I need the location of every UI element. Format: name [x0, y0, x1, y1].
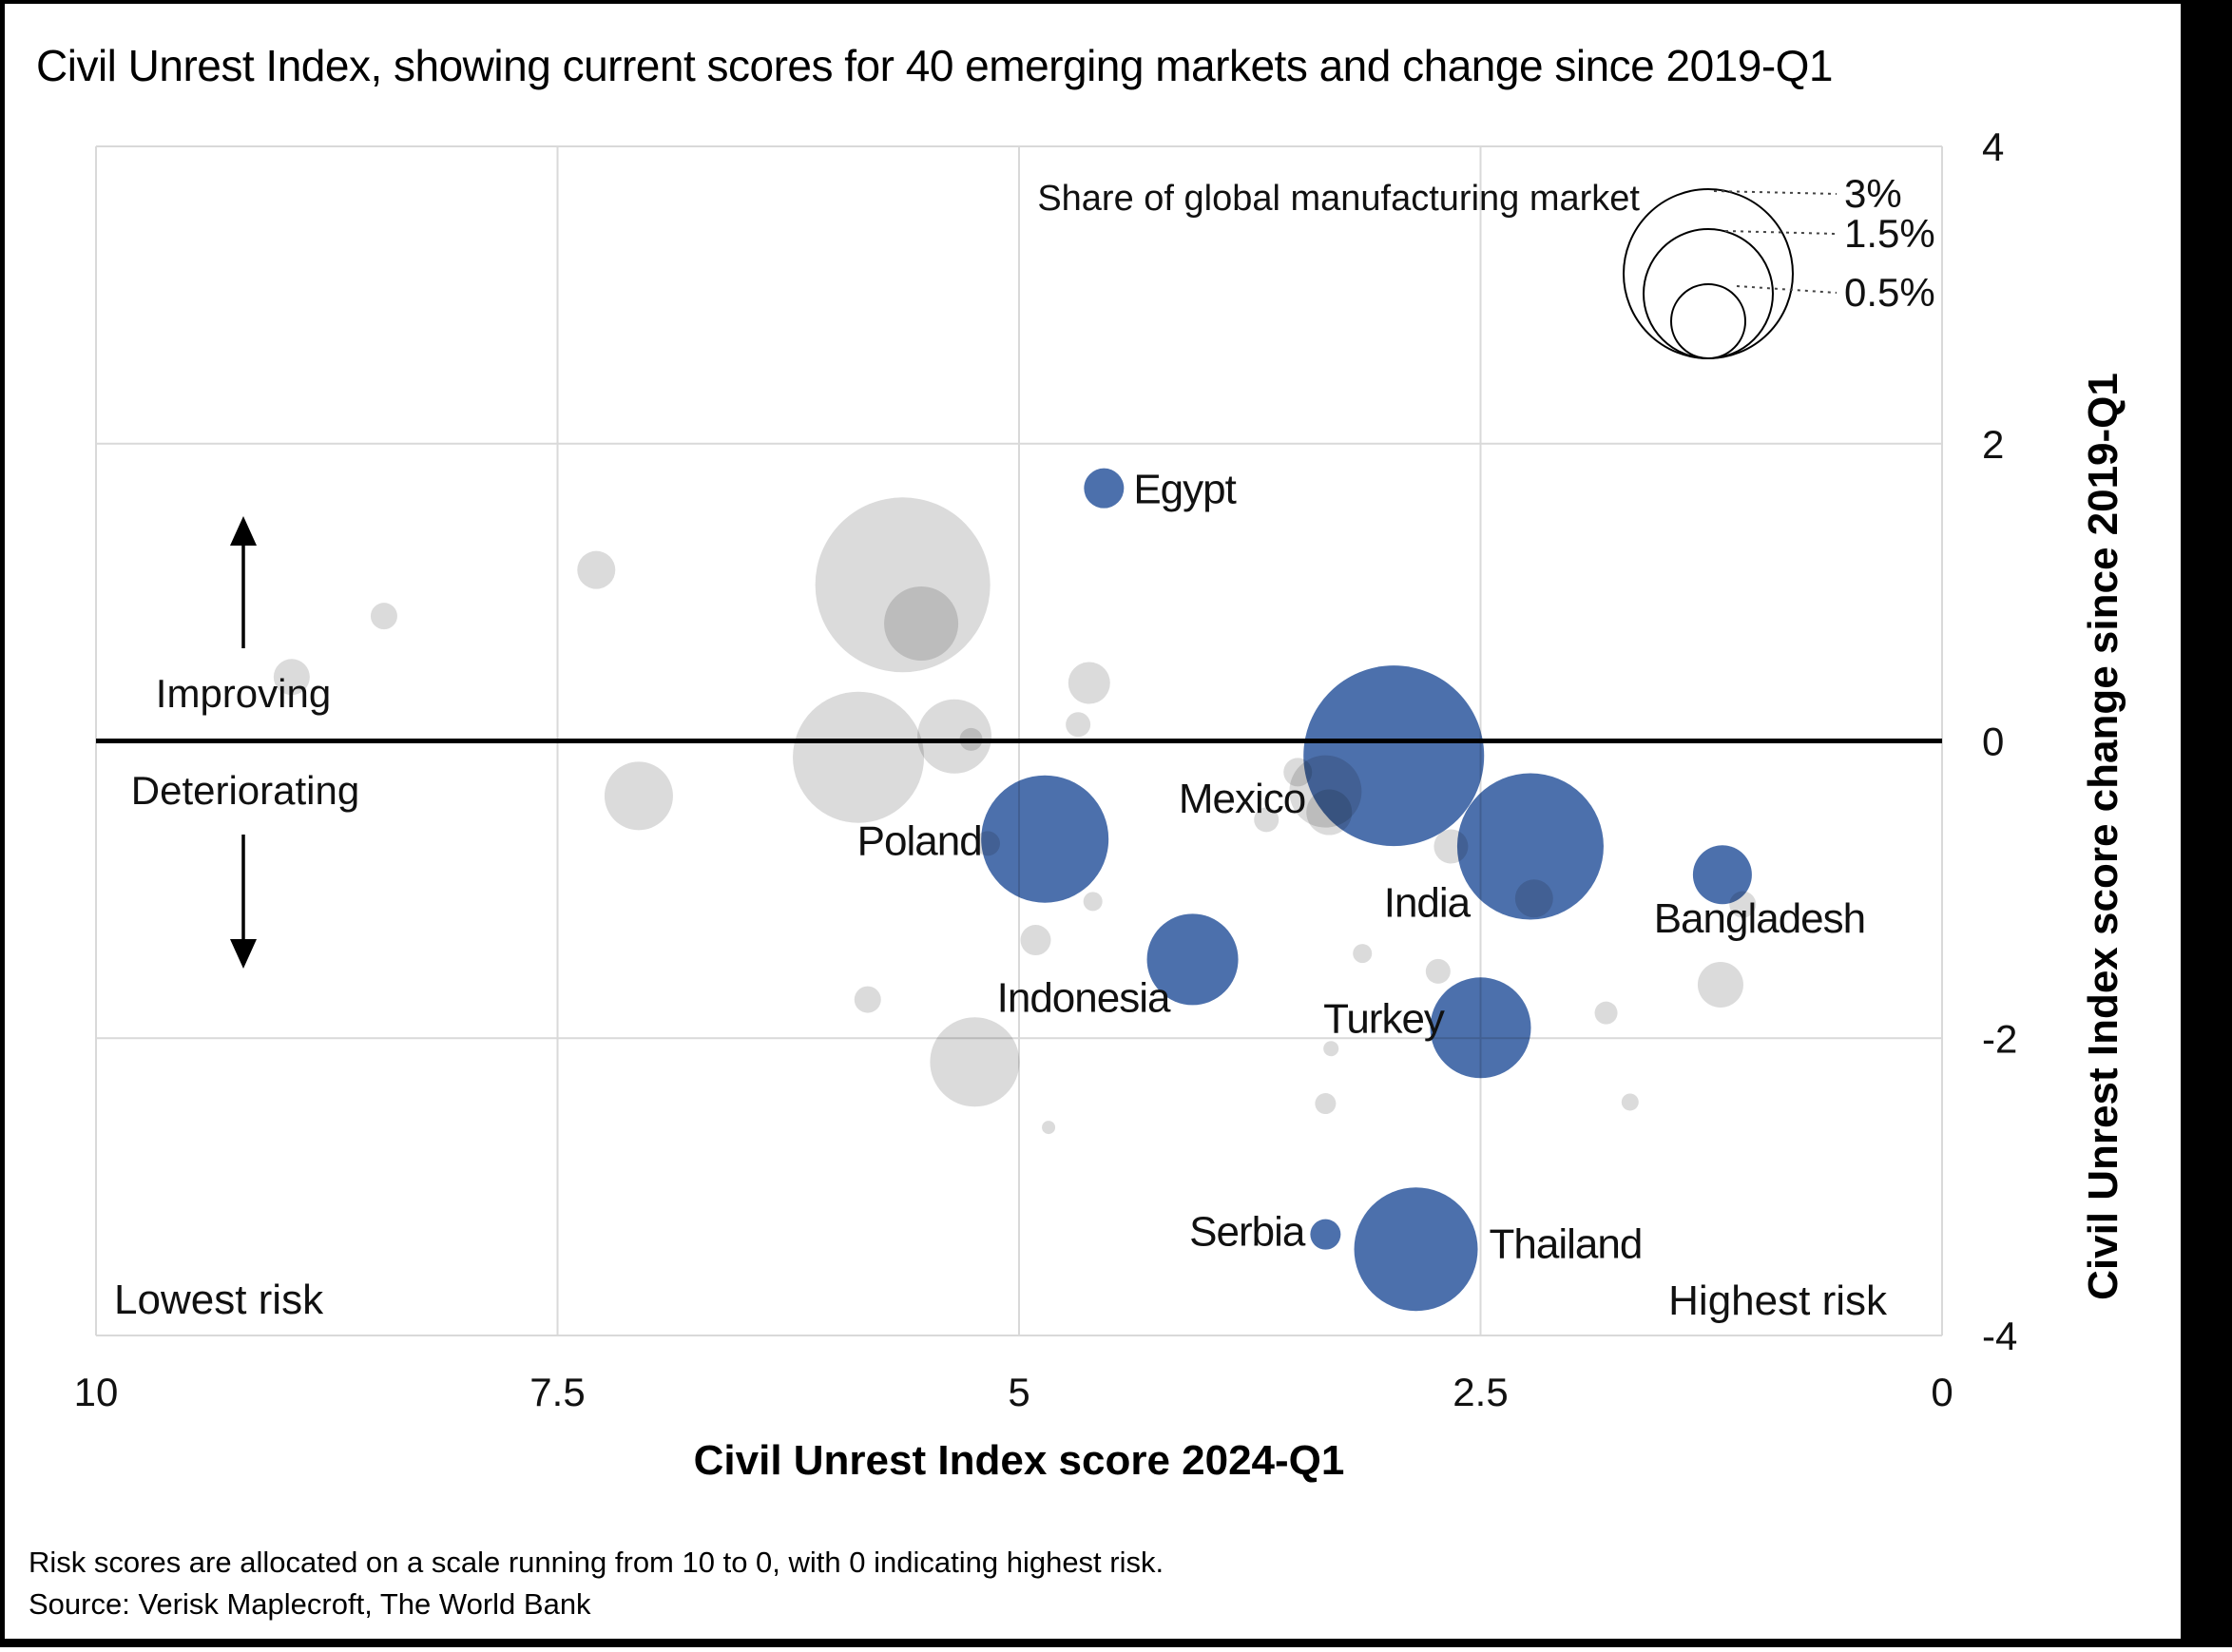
gray-bubble	[1323, 1041, 1339, 1057]
legend-leader-line	[1736, 285, 1838, 294]
country-label-indonesia: Indonesia	[997, 974, 1171, 1021]
bubble-serbia	[1310, 1219, 1341, 1250]
gray-bubble	[854, 986, 881, 1013]
series-highlighted-markets	[981, 468, 1752, 1312]
x-tick-label: 10	[74, 1370, 119, 1414]
gray-bubble	[1068, 662, 1110, 704]
gray-bubble	[1083, 892, 1103, 912]
y-tick-label: 2	[1982, 422, 2004, 467]
x-tick-label: 7.5	[529, 1370, 585, 1414]
legend-circle-0.5%	[1670, 283, 1746, 359]
gray-bubble	[884, 586, 959, 661]
country-label-turkey: Turkey	[1323, 995, 1445, 1042]
frame-left-bar	[0, 0, 5, 1647]
gray-bubble	[370, 603, 397, 630]
country-label-poland: Poland	[857, 818, 982, 865]
gray-bubble	[959, 727, 983, 751]
y-tick-label: -4	[1982, 1314, 2017, 1358]
gray-bubble	[917, 699, 992, 774]
x-tick-label: 0	[1931, 1370, 1953, 1414]
legend-leader-line	[1724, 230, 1838, 235]
gray-bubble	[1594, 1001, 1618, 1025]
country-label-egypt: Egypt	[1133, 467, 1236, 513]
gray-bubble	[1066, 712, 1091, 738]
gray-bubble	[1425, 958, 1451, 984]
gray-bubble	[1621, 1093, 1639, 1111]
gray-bubble	[1697, 961, 1743, 1008]
gray-bubble	[1315, 1093, 1337, 1115]
gray-bubble	[793, 691, 925, 823]
bubble-turkey	[1430, 977, 1531, 1079]
deteriorating-label: Deteriorating	[131, 768, 359, 813]
gray-bubble	[273, 659, 310, 696]
bubble-bangladesh	[1692, 845, 1752, 905]
gray-bubble	[1042, 1121, 1056, 1135]
y-tick-label: -2	[1982, 1016, 2017, 1061]
country-label-mexico: Mexico	[1179, 776, 1305, 822]
gray-bubble	[577, 550, 616, 589]
x-tick-label: 2.5	[1453, 1370, 1508, 1414]
frame-top-bar	[0, 0, 2232, 4]
improving-arrow-head	[230, 516, 257, 546]
page-title: Civil Unrest Index, showing current scor…	[36, 41, 1834, 90]
legend-size-label: 1.5%	[1844, 211, 1935, 256]
gray-bubble	[604, 761, 673, 831]
footnote-risk-scale: Risk scores are allocated on a scale run…	[29, 1546, 1164, 1579]
legend-size-label: 3%	[1844, 171, 1902, 216]
gray-bubble	[1020, 925, 1051, 956]
country-label-serbia: Serbia	[1189, 1209, 1306, 1256]
x-axis-title: Civil Unrest Index score 2024-Q1	[693, 1437, 1345, 1484]
legend-size-label: 0.5%	[1844, 270, 1935, 315]
y-tick-label: 0	[1982, 720, 2004, 764]
bubble-egypt	[1084, 468, 1125, 509]
bubble-india	[1456, 773, 1604, 920]
frame-bottom-bar	[0, 1639, 2232, 1647]
bubble-poland	[981, 775, 1109, 903]
legend-title: Share of global manufacturing market	[1037, 179, 1640, 219]
footnote-source: Source: Verisk Maplecroft, The World Ban…	[29, 1587, 591, 1621]
gray-bubble	[930, 1017, 1020, 1107]
series-other-markets	[273, 497, 1757, 1135]
x-tick-label: 5	[1008, 1370, 1029, 1414]
country-label-bangladesh: Bangladesh	[1654, 895, 1865, 942]
bubble-indonesia	[1146, 913, 1239, 1006]
bubble-thailand	[1354, 1187, 1478, 1312]
bubble-mexico	[1303, 665, 1485, 847]
country-label-india: India	[1384, 880, 1472, 927]
gray-bubble	[1353, 944, 1373, 964]
legend-leader-line	[1713, 190, 1838, 195]
y-tick-label: 4	[1982, 125, 2004, 169]
improving-label: Improving	[156, 671, 331, 716]
frame-right-bar	[2181, 0, 2232, 1647]
country-label-thailand: Thailand	[1490, 1220, 1643, 1267]
gray-bubble	[1254, 807, 1280, 833]
lowest-risk-label: Lowest risk	[114, 1277, 324, 1323]
y-axis-title: Civil Unrest Index score change since 20…	[2080, 373, 2126, 1300]
highest-risk-label: Highest risk	[1668, 1277, 1888, 1324]
deteriorating-arrow-head	[230, 939, 257, 969]
